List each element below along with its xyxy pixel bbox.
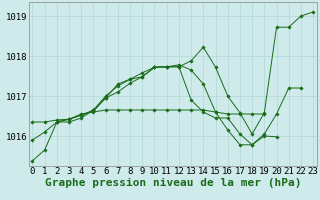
X-axis label: Graphe pression niveau de la mer (hPa): Graphe pression niveau de la mer (hPa) — [44, 178, 301, 188]
